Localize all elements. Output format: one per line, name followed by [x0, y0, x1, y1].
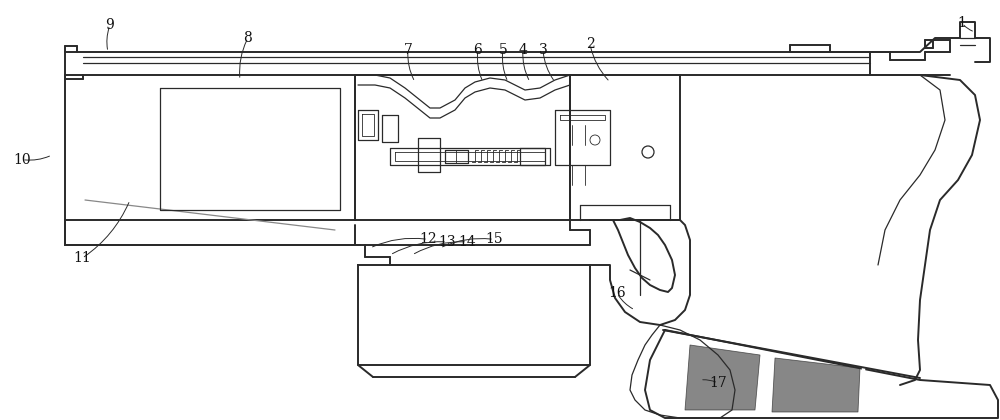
Text: 17: 17 [709, 376, 727, 390]
Text: 16: 16 [608, 286, 626, 300]
Text: 12: 12 [419, 232, 437, 247]
Text: 14: 14 [458, 235, 476, 249]
Text: 7: 7 [404, 42, 412, 57]
Text: 2: 2 [586, 37, 594, 51]
Text: 9: 9 [106, 18, 114, 32]
Polygon shape [685, 345, 760, 410]
Polygon shape [772, 358, 860, 412]
Text: 3: 3 [539, 42, 547, 57]
Text: 10: 10 [13, 152, 31, 167]
Text: 5: 5 [499, 42, 507, 57]
Text: 15: 15 [485, 232, 503, 247]
Text: 8: 8 [244, 31, 252, 45]
Text: 6: 6 [474, 42, 482, 57]
Text: 11: 11 [73, 251, 91, 265]
Text: 4: 4 [519, 42, 527, 57]
Text: 13: 13 [438, 235, 456, 249]
Text: 1: 1 [958, 16, 966, 30]
